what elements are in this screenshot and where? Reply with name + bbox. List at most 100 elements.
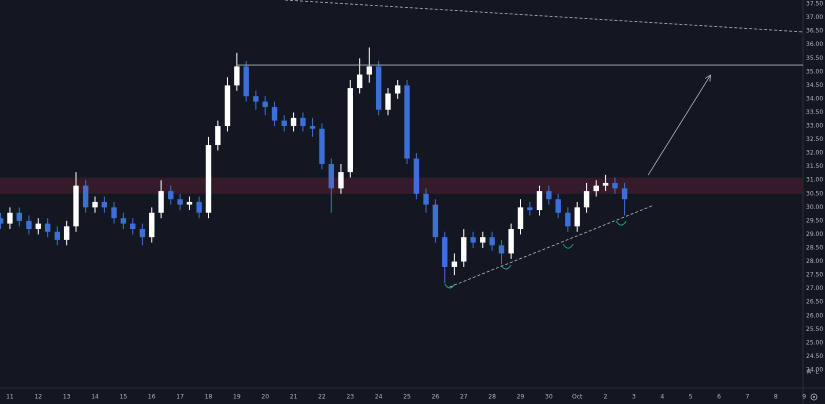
gear-center[interactable] [813, 396, 815, 398]
x-tick-label: 19 [233, 394, 241, 401]
x-tick-label: 25 [403, 394, 411, 401]
y-tick-label: 32.00 [806, 150, 823, 157]
y-tick-label: 27.00 [806, 285, 823, 292]
x-tick-label: 4 [660, 394, 664, 401]
candle-body [205, 145, 212, 213]
candle-body [527, 207, 533, 211]
x-tick-label: 8 [774, 394, 778, 401]
candle-body [394, 85, 401, 94]
x-tick-label: 15 [120, 394, 128, 401]
x-tick-label: 28 [488, 394, 496, 401]
candle-body [130, 223, 136, 230]
x-tick-label: 23 [346, 394, 354, 401]
y-tick-label: 30.00 [806, 204, 823, 211]
candle-body [35, 223, 41, 230]
candle-body [0, 218, 4, 224]
support-touch [500, 264, 512, 270]
y-tick-label: 37.00 [806, 14, 823, 21]
candle-body [328, 163, 334, 189]
candle-body [54, 231, 60, 240]
candle-body [413, 158, 420, 194]
y-tick-label: 31.00 [806, 177, 823, 184]
candle-body [215, 126, 221, 146]
y-tick-label: 29.50 [806, 217, 823, 224]
x-tick-label: 30 [545, 394, 553, 401]
y-tick-label: 35.50 [806, 55, 823, 62]
x-tick-label: 3 [632, 394, 636, 401]
support-touch [615, 220, 627, 226]
y-tick-label: 29.00 [806, 231, 823, 238]
trend-line [647, 75, 710, 176]
settings-icon[interactable] [810, 393, 818, 401]
candle-body [101, 201, 108, 208]
candle-body [546, 191, 552, 200]
candle-body [82, 185, 89, 208]
candle-body [262, 101, 268, 108]
support-touch [562, 243, 574, 249]
axis-button[interactable]: A [807, 369, 812, 376]
y-tick-label: 26.00 [806, 312, 823, 319]
y-tick-label: 24.50 [806, 353, 823, 360]
axis-button[interactable]: L [815, 369, 819, 376]
y-tick-label: 24.00 [806, 366, 823, 373]
candle-body [423, 193, 429, 205]
resistance-zone [0, 177, 803, 194]
candle-body [385, 93, 391, 110]
candle-body [196, 201, 202, 213]
candle-body [574, 207, 580, 227]
candle-body [451, 261, 458, 267]
candle-body [158, 191, 164, 213]
candle-body [338, 172, 344, 189]
x-tick-label: 16 [148, 394, 156, 401]
candle-body [555, 199, 561, 213]
candle-body [63, 226, 70, 240]
y-tick-label: 30.50 [806, 190, 823, 197]
candle-body [375, 66, 382, 110]
candle-body [177, 199, 183, 205]
y-tick-label: 36.00 [806, 41, 823, 48]
candle-body [593, 185, 599, 192]
candle-body [120, 218, 127, 224]
y-tick-label: 37.50 [806, 1, 823, 8]
candle-body [565, 212, 571, 227]
candle-body [536, 191, 543, 211]
x-tick-label: 27 [460, 394, 468, 401]
candle-body [621, 188, 628, 200]
candle-body [168, 191, 174, 200]
x-tick-label: 18 [205, 394, 213, 401]
candle-body [461, 237, 467, 262]
candle-body [612, 182, 618, 189]
candle-body [442, 237, 448, 267]
x-tick-label: 7 [745, 394, 749, 401]
candle-body [356, 74, 363, 89]
candle-body [271, 107, 278, 121]
candle-body [7, 212, 13, 224]
y-tick-label: 25.00 [806, 339, 823, 346]
x-tick-label: 11 [6, 394, 14, 401]
gear[interactable] [810, 393, 818, 401]
x-tick-label: 12 [34, 394, 42, 401]
y-tick-label: 28.00 [806, 258, 823, 265]
y-tick-label: 33.50 [806, 109, 823, 116]
x-tick-label: 20 [261, 394, 269, 401]
candle-body [489, 237, 495, 246]
x-tick-label: 6 [717, 394, 721, 401]
candle-body [186, 201, 193, 205]
candle-body [517, 207, 524, 230]
candle-body [281, 120, 287, 127]
candle-body [319, 128, 325, 164]
candle-body [253, 96, 259, 102]
support-touch [444, 283, 456, 289]
candle-body [470, 237, 476, 243]
candle-body [139, 229, 146, 238]
y-tick-label: 36.50 [806, 28, 823, 35]
candle-body [44, 223, 51, 232]
candle-body [224, 85, 231, 127]
y-tick-label: 32.50 [806, 136, 823, 143]
x-tick-label: 9 [802, 394, 806, 401]
x-tick-label: 26 [432, 394, 440, 401]
y-tick-label: 34.00 [806, 95, 823, 102]
x-tick-label: 21 [290, 394, 298, 401]
y-tick-label: 31.50 [806, 163, 823, 170]
